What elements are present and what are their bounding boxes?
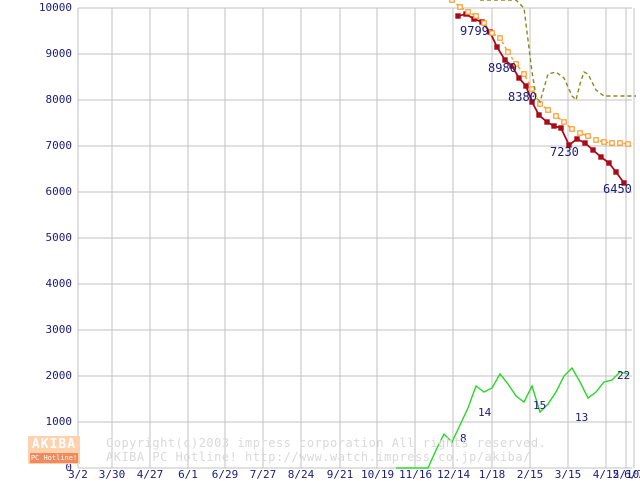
y-tick-label: 6000 — [45, 185, 73, 198]
data-point-marker — [473, 13, 479, 19]
data-point-marker — [569, 126, 575, 132]
y-tick-label: 2000 — [45, 369, 73, 382]
x-tick-label: 3/15 — [554, 468, 582, 481]
data-point-marker — [582, 140, 588, 146]
y-tick-label: 0 — [65, 461, 72, 474]
data-point-marker — [593, 137, 599, 143]
data-point-marker — [598, 154, 604, 160]
data-point-marker — [577, 130, 583, 136]
series-line — [480, 0, 636, 104]
akiba-logo-subtitle: PC Hotline! — [30, 453, 78, 463]
data-point-marker — [585, 133, 591, 139]
y-tick-label: 10000 — [38, 1, 72, 14]
data-point-marker — [497, 35, 503, 41]
series-line — [396, 366, 629, 469]
data-point-label: 15 — [533, 399, 547, 412]
data-point-marker — [505, 49, 511, 55]
data-point-label: 8 — [460, 432, 467, 445]
series-price-high — [449, 0, 631, 147]
copyright-line: Copyright(c)2003 impress corporation All… — [106, 436, 547, 450]
data-point-marker — [553, 113, 559, 119]
x-tick-label: 4/27 — [136, 468, 164, 481]
data-point-marker — [455, 13, 461, 19]
data-point-marker — [529, 99, 535, 105]
watermark: AKIBA PC Hotline! Copyright(c)2003 impre… — [28, 436, 628, 466]
y-tick-label: 7000 — [45, 139, 73, 152]
site-url-line: AKIBA PC Hotline! http://www.watch.impre… — [106, 450, 531, 464]
data-point-marker — [521, 71, 527, 77]
x-tick-label: 6/7 — [624, 468, 640, 481]
y-tick-label: 1000 — [45, 415, 73, 428]
data-point-label: 6450 — [603, 182, 632, 196]
x-tick-label: 1/18 — [478, 468, 506, 481]
data-point-marker — [536, 112, 542, 118]
data-point-marker — [465, 9, 471, 15]
y-tick-label: 8000 — [45, 93, 73, 106]
data-point-marker — [613, 169, 619, 175]
data-point-marker — [558, 125, 564, 131]
data-point-marker — [621, 180, 627, 186]
data-point-marker — [449, 0, 455, 3]
x-tick-label: 9/21 — [326, 468, 354, 481]
y-tick-label: 3000 — [45, 323, 73, 336]
y-tick-label: 5000 — [45, 231, 73, 244]
data-point-marker — [566, 142, 572, 148]
data-point-label: 22 — [617, 369, 631, 382]
data-point-marker — [590, 147, 596, 153]
data-point-marker — [606, 160, 612, 166]
data-point-label: 13 — [575, 411, 589, 424]
data-point-marker — [617, 140, 623, 146]
series-price-max — [480, 0, 636, 104]
x-tick-label: 11/16 — [399, 468, 433, 481]
data-point-marker — [457, 4, 463, 10]
x-tick-label: 7/27 — [249, 468, 277, 481]
data-point-marker — [516, 75, 522, 81]
data-point-label: 14 — [478, 406, 492, 419]
akiba-logo-title: AKIBA — [31, 437, 77, 452]
data-point-marker — [545, 107, 551, 113]
akiba-logo: AKIBA PC Hotline! — [28, 436, 80, 464]
x-tick-label: 10/19 — [361, 468, 395, 481]
x-tick-label: 8/24 — [287, 468, 315, 481]
data-point-label: 8380 — [508, 90, 537, 104]
data-point-marker — [609, 140, 615, 146]
x-tick-label: 3/2 — [68, 468, 88, 481]
data-point-marker — [523, 83, 529, 89]
data-point-marker — [494, 44, 500, 50]
data-point-label: 7230 — [550, 145, 579, 159]
data-point-marker — [513, 61, 519, 67]
x-tick-label: 3/30 — [98, 468, 126, 481]
data-point-marker — [574, 136, 580, 142]
x-tick-label: 6/29 — [211, 468, 239, 481]
data-point-marker — [489, 30, 495, 36]
y-tick-label: 9000 — [45, 47, 73, 60]
data-point-label: 9799 — [460, 24, 489, 38]
data-point-marker — [502, 57, 508, 63]
y-tick-label: 4000 — [45, 277, 73, 290]
data-point-marker — [601, 139, 607, 145]
data-point-marker — [625, 141, 631, 147]
data-point-marker — [481, 20, 487, 26]
x-tick-label: 5/10 — [612, 468, 640, 481]
x-tick-label: 4/12 — [592, 468, 620, 481]
data-point-label: 8980 — [488, 61, 517, 75]
x-tick-label: 2/15 — [516, 468, 544, 481]
data-point-marker — [544, 119, 550, 125]
data-point-marker — [561, 119, 567, 125]
series-shop-count — [396, 366, 629, 469]
data-point-marker — [551, 123, 557, 129]
x-tick-label: 12/14 — [437, 468, 471, 481]
x-tick-label: 6/1 — [178, 468, 198, 481]
